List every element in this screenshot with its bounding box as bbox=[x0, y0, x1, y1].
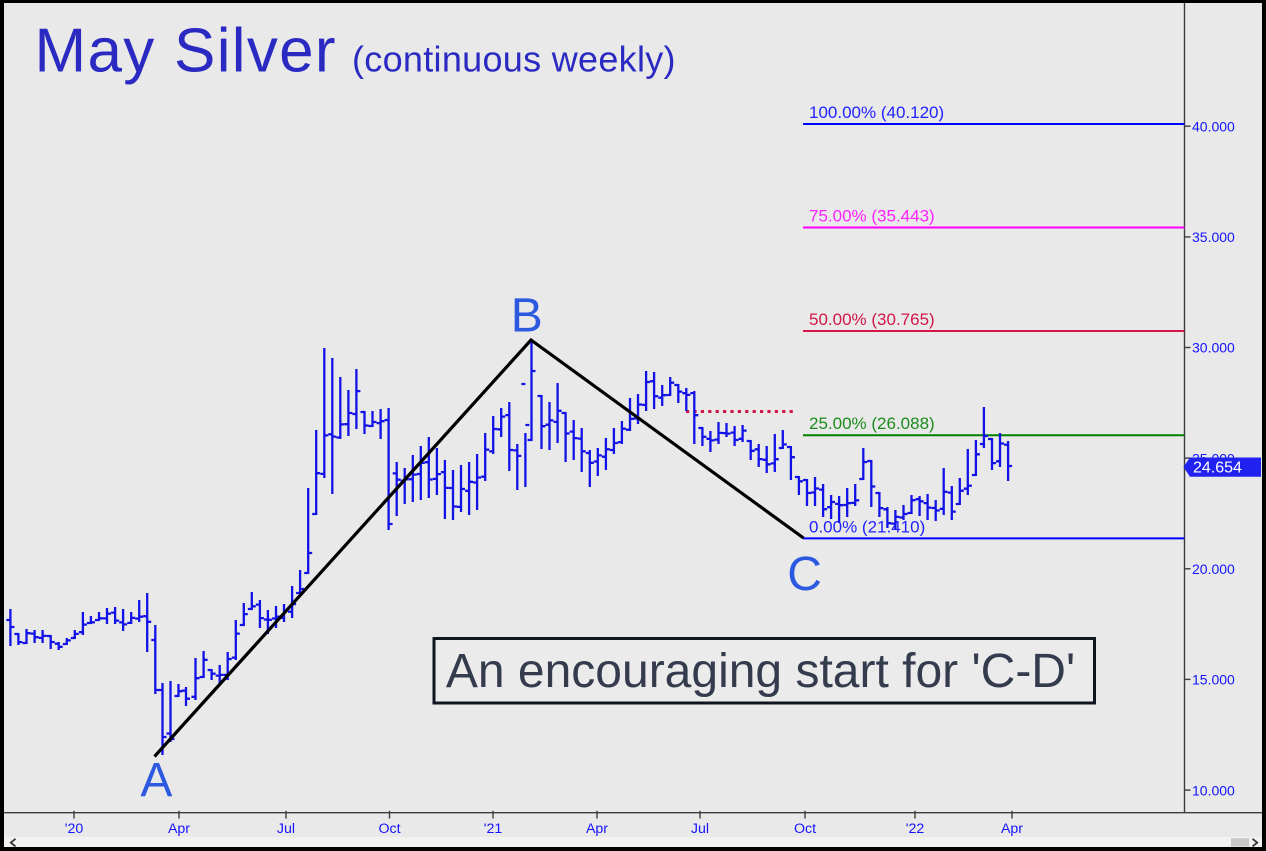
svg-text:75.00% (35.443): 75.00% (35.443) bbox=[809, 207, 935, 226]
svg-text:10.000: 10.000 bbox=[1192, 782, 1235, 798]
svg-text:35.000: 35.000 bbox=[1192, 229, 1235, 245]
svg-text:Apr: Apr bbox=[1001, 821, 1023, 837]
svg-text:Oct: Oct bbox=[794, 821, 816, 837]
svg-text:30.000: 30.000 bbox=[1192, 340, 1235, 356]
svg-text:Jul: Jul bbox=[691, 821, 709, 837]
svg-text:May Silver: May Silver bbox=[35, 17, 337, 86]
svg-text:20.000: 20.000 bbox=[1192, 561, 1235, 577]
svg-text:25.00% (26.088): 25.00% (26.088) bbox=[809, 414, 935, 433]
svg-text:50.00% (30.765): 50.00% (30.765) bbox=[809, 310, 935, 329]
svg-text:Jul: Jul bbox=[277, 821, 295, 837]
svg-text:B: B bbox=[511, 290, 543, 343]
svg-text:Apr: Apr bbox=[168, 821, 190, 837]
svg-text:Oct: Oct bbox=[378, 821, 400, 837]
svg-text:15.000: 15.000 bbox=[1192, 672, 1235, 688]
svg-text:'20: '20 bbox=[65, 821, 84, 837]
svg-text:24.654: 24.654 bbox=[1193, 460, 1242, 477]
svg-text:'21: '21 bbox=[484, 821, 503, 837]
svg-text:0.00% (21.410): 0.00% (21.410) bbox=[809, 517, 925, 536]
svg-text:C: C bbox=[787, 548, 822, 601]
svg-text:(continuous weekly): (continuous weekly) bbox=[352, 39, 676, 80]
svg-text:Apr: Apr bbox=[586, 821, 608, 837]
svg-text:An encouraging start for 'C-D': An encouraging start for 'C-D' bbox=[446, 645, 1075, 698]
svg-text:100.00% (40.120): 100.00% (40.120) bbox=[809, 103, 944, 122]
svg-text:A: A bbox=[140, 754, 172, 807]
svg-text:40.000: 40.000 bbox=[1192, 118, 1235, 134]
svg-text:'22: '22 bbox=[906, 821, 925, 837]
